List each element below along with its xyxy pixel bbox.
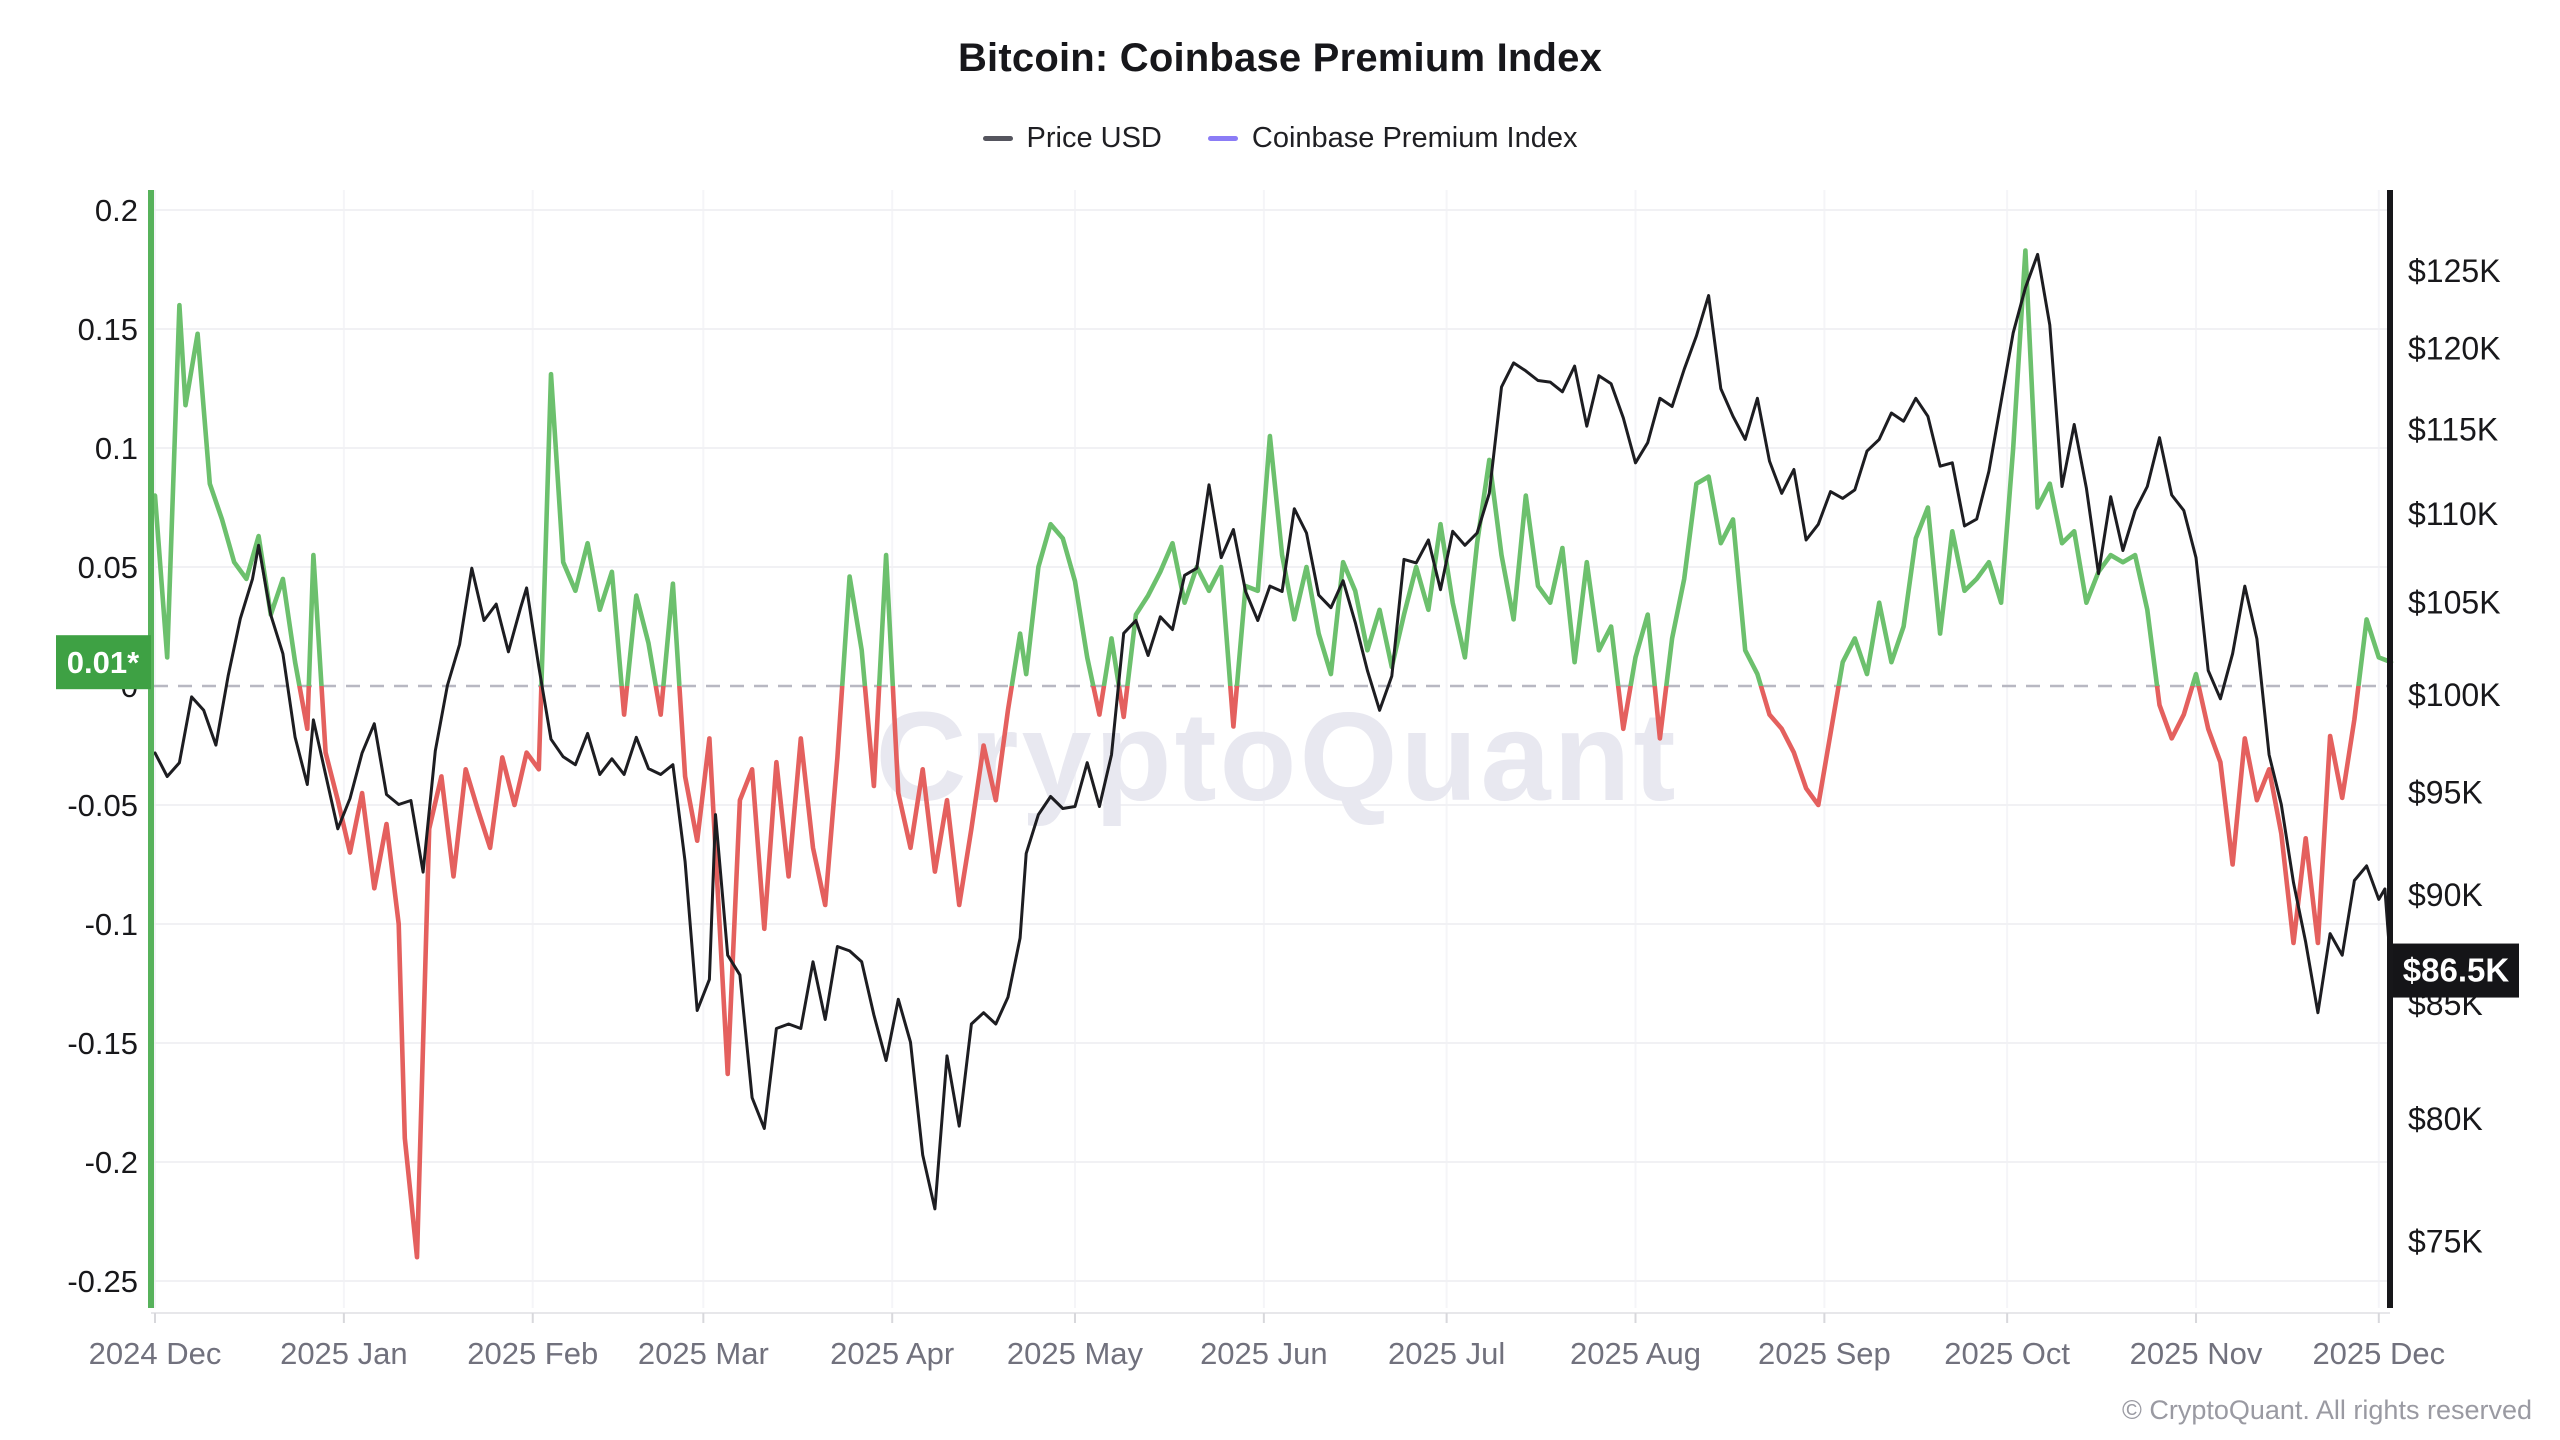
chart-axes <box>148 190 2393 1323</box>
chart-legend: Price USD Coinbase Premium Index <box>0 122 2560 155</box>
x-axis-month-label: 2025 Mar <box>638 1336 769 1371</box>
x-axis-month-label: 2024 Dec <box>89 1336 222 1371</box>
x-axis-month-label: 2025 May <box>1007 1336 1144 1371</box>
current-value-badges: 0.01* $86.5K <box>56 635 2519 998</box>
price-current-value-label: $86.5K <box>2403 952 2510 989</box>
x-axis-month-label: 2025 Sep <box>1758 1336 1891 1371</box>
right-axis-tick-label: $100K <box>2408 677 2501 713</box>
right-axis-tick-label: $90K <box>2408 877 2483 913</box>
right-axis-tick-label: $95K <box>2408 774 2483 810</box>
legend-label-price: Price USD <box>1026 122 1162 154</box>
vertical-gridlines <box>154 190 2380 1308</box>
x-axis-month-label: 2025 Jun <box>1200 1336 1328 1371</box>
x-axis-month-label: 2025 Feb <box>467 1336 598 1371</box>
left-axis-tick-label: 0.05 <box>78 550 138 585</box>
watermark: CryptoQuant <box>876 686 1679 827</box>
legend-item-price[interactable]: Price USD <box>982 122 1162 155</box>
premium-line-positive <box>152 248 2394 686</box>
left-axis-tick-label: 0.2 <box>95 193 138 228</box>
right-axis-tick-label: $75K <box>2408 1224 2483 1260</box>
premium-current-value-label: 0.01* <box>67 645 140 680</box>
left-axis-tick-label: -0.2 <box>85 1145 138 1180</box>
x-axis-month-label: 2025 Apr <box>830 1336 954 1371</box>
axis-tick-labels: 0.20.150.10.050-0.05-0.1-0.15-0.2-0.25$1… <box>67 193 2500 1371</box>
copyright-note: © CryptoQuant. All rights reserved <box>2121 1395 2532 1425</box>
legend-label-premium: Coinbase Premium Index <box>1251 122 1578 154</box>
x-axis-month-label: 2025 Jul <box>1388 1336 1505 1371</box>
left-axis-tick-label: -0.15 <box>67 1026 138 1061</box>
left-axis-tick-label: -0.05 <box>67 788 138 823</box>
price-legend-swatch-icon <box>982 136 1013 141</box>
left-axis-tick-label: -0.1 <box>85 907 138 942</box>
x-axis-month-label: 2025 Dec <box>2312 1336 2445 1371</box>
right-axis-tick-label: $115K <box>2408 411 2498 447</box>
right-axis-tick-label: $120K <box>2408 331 2501 367</box>
chart-series <box>152 248 2394 1260</box>
x-axis-month-label: 2025 Jan <box>280 1336 408 1371</box>
chart-title: Bitcoin: Coinbase Premium Index <box>957 36 1603 80</box>
premium-legend-swatch-icon <box>1207 136 1238 141</box>
right-axis-tick-label: $125K <box>2408 253 2501 289</box>
horizontal-gridlines <box>154 209 2390 1282</box>
legend-item-premium[interactable]: Coinbase Premium Index <box>1207 122 1578 155</box>
x-axis-month-label: 2025 Aug <box>1570 1336 1701 1371</box>
x-axis-month-label: 2025 Nov <box>2130 1336 2263 1371</box>
right-axis-tick-label: $110K <box>2408 496 2498 532</box>
price-line <box>153 252 2393 1211</box>
right-axis-tick-label: $105K <box>2408 584 2501 620</box>
price-current-value-badge <box>2393 943 2519 998</box>
left-axis-tick-label: -0.25 <box>67 1264 138 1299</box>
x-axis-month-label: 2025 Oct <box>1944 1336 2070 1371</box>
left-axis-tick-label: 0.15 <box>78 312 138 347</box>
premium-line-negative <box>297 686 2361 1260</box>
premium-current-value-badge <box>56 635 151 690</box>
left-axis-tick-label: 0.1 <box>95 431 138 466</box>
right-axis-tick-label: $80K <box>2408 1101 2483 1137</box>
